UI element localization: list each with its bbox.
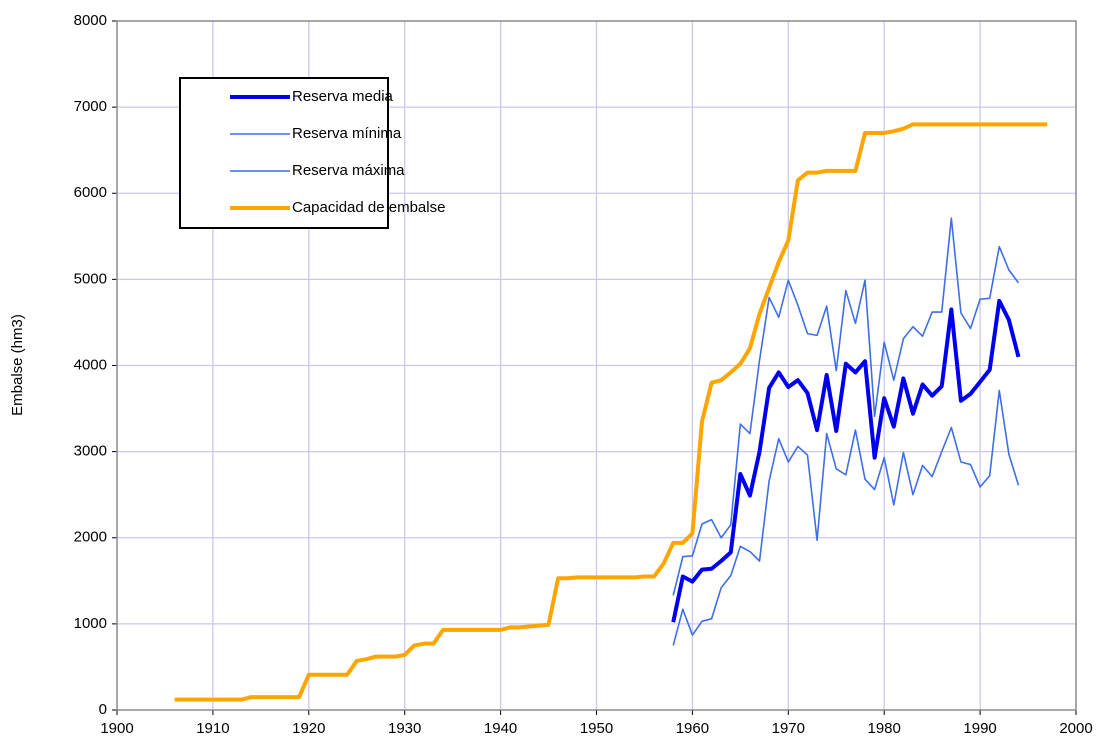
y-tick-label: 4000 — [74, 356, 107, 373]
data-line — [672, 389, 1020, 646]
x-tick-label: 1940 — [484, 720, 517, 737]
legend: Reserva media Reserva mínima Reserva máxim… — [179, 77, 445, 229]
y-tick-label: 3000 — [74, 443, 107, 460]
x-tick-label: 1980 — [868, 720, 901, 737]
y-tick-label: 0 — [99, 701, 107, 718]
y-axis-label: Embalse (hm3) — [9, 314, 26, 416]
x-tick-label: 1960 — [676, 720, 709, 737]
data-line — [174, 122, 1048, 702]
legend-label: Capacidad de embalse — [292, 199, 445, 216]
data-line — [671, 298, 1021, 623]
y-tick-label: 8000 — [74, 12, 107, 29]
x-tick-label: 1920 — [292, 720, 325, 737]
y-tick-label: 2000 — [74, 529, 107, 546]
x-tick-label: 1990 — [963, 720, 996, 737]
y-tick-label: 5000 — [74, 270, 107, 287]
y-tick-label: 6000 — [74, 184, 107, 201]
legend-label: Reserva media — [292, 88, 394, 105]
x-tick-label: 2000 — [1059, 720, 1092, 737]
legend-label: Reserva mínima — [292, 125, 402, 142]
legend-box — [179, 77, 389, 229]
x-tick-label: 1910 — [196, 720, 229, 737]
x-tick-label: 1900 — [100, 720, 133, 737]
plot-frame — [116, 20, 1077, 711]
x-tick-label: 1930 — [388, 720, 421, 737]
x-tick-label: 1970 — [772, 720, 805, 737]
y-tick-label: 1000 — [74, 615, 107, 632]
data-line — [672, 217, 1020, 596]
y-tick-label: 7000 — [74, 98, 107, 115]
legend-label: Reserva máxima — [292, 162, 405, 179]
x-tick-label: 1950 — [580, 720, 613, 737]
